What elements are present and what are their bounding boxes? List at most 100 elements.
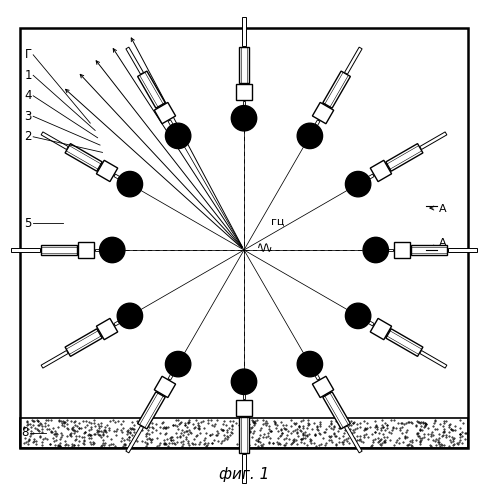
Point xyxy=(191,424,199,432)
Point xyxy=(427,442,435,450)
Point xyxy=(297,436,305,444)
Point xyxy=(176,433,184,441)
Point xyxy=(398,420,406,428)
Point xyxy=(111,418,119,426)
Point xyxy=(258,442,265,450)
Point xyxy=(360,431,367,439)
Point xyxy=(304,431,311,439)
Point xyxy=(153,434,161,442)
Point xyxy=(97,431,104,439)
Point xyxy=(265,422,273,430)
Point xyxy=(401,432,408,440)
Point xyxy=(37,420,45,428)
Point xyxy=(173,438,181,446)
Point xyxy=(274,427,282,435)
Point xyxy=(360,416,368,424)
Point xyxy=(420,433,428,441)
Point xyxy=(312,442,320,450)
Point xyxy=(380,423,387,431)
Point xyxy=(141,438,149,446)
Point xyxy=(237,436,244,444)
Point xyxy=(440,442,448,450)
Point xyxy=(439,422,447,430)
Point xyxy=(254,435,262,443)
Point xyxy=(313,422,321,430)
Point xyxy=(327,436,335,444)
Point xyxy=(390,440,398,448)
Polygon shape xyxy=(41,132,68,150)
Point xyxy=(347,417,355,425)
Point xyxy=(314,426,322,434)
Point xyxy=(308,426,316,434)
Point xyxy=(407,442,415,450)
Point xyxy=(123,430,131,438)
Point xyxy=(433,426,441,434)
Point xyxy=(389,422,397,430)
Point xyxy=(185,416,193,424)
Point xyxy=(219,426,227,434)
Point xyxy=(423,420,430,428)
Point xyxy=(414,432,422,440)
Point xyxy=(367,442,375,450)
Point xyxy=(68,425,76,433)
Point xyxy=(143,438,151,446)
Point xyxy=(47,428,55,436)
Point xyxy=(86,438,94,446)
Point xyxy=(404,418,411,426)
Point xyxy=(250,426,258,434)
Point xyxy=(398,422,406,430)
Point xyxy=(407,438,415,446)
Point xyxy=(28,416,36,424)
Point xyxy=(80,437,88,445)
Point xyxy=(60,418,68,426)
Point xyxy=(407,419,415,427)
Point xyxy=(257,424,264,432)
Point xyxy=(422,420,429,428)
Point xyxy=(90,430,98,438)
Point xyxy=(406,437,414,445)
Point xyxy=(363,420,371,428)
Point xyxy=(305,430,312,438)
Point xyxy=(418,422,426,430)
Point xyxy=(123,435,131,443)
Point xyxy=(327,419,335,427)
Point xyxy=(347,420,355,428)
Point xyxy=(213,416,221,424)
Point xyxy=(342,436,349,444)
Point xyxy=(416,438,424,446)
Point xyxy=(447,425,455,433)
Point xyxy=(228,420,236,428)
Point xyxy=(201,434,209,442)
Point xyxy=(125,436,133,444)
Point xyxy=(416,438,424,446)
Point xyxy=(64,426,72,434)
Point xyxy=(458,439,466,447)
Point xyxy=(24,425,32,433)
Point xyxy=(381,436,389,444)
Point xyxy=(26,420,34,428)
Polygon shape xyxy=(386,144,423,171)
Point xyxy=(310,439,318,447)
Point xyxy=(407,442,415,450)
Point xyxy=(330,422,338,430)
Point xyxy=(338,438,346,446)
Point xyxy=(363,430,370,438)
Point xyxy=(351,442,359,450)
Point xyxy=(20,424,28,432)
Polygon shape xyxy=(394,242,410,258)
Point xyxy=(36,432,44,440)
Point xyxy=(69,423,77,431)
Point xyxy=(403,426,411,434)
Point xyxy=(56,416,63,424)
Point xyxy=(50,437,58,445)
Point xyxy=(178,426,186,434)
Point xyxy=(445,442,453,450)
Point xyxy=(418,426,426,434)
Point xyxy=(29,417,37,425)
Point xyxy=(75,420,82,428)
Point xyxy=(373,425,381,433)
Point xyxy=(148,424,156,432)
Point xyxy=(103,432,111,440)
Point xyxy=(46,440,54,448)
Point xyxy=(188,439,196,447)
